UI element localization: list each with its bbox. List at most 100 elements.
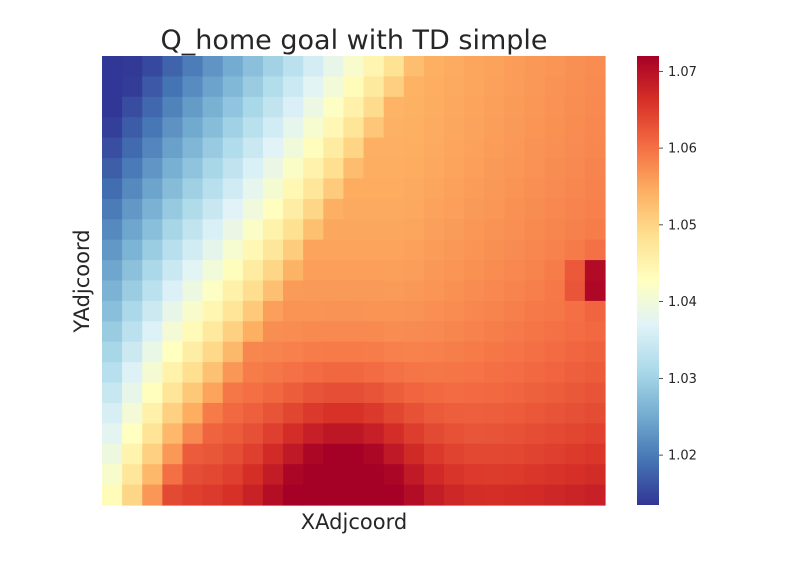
heatmap-cell — [222, 341, 244, 363]
heatmap-cell — [283, 158, 304, 180]
heatmap-cell — [142, 198, 163, 220]
heatmap-cell — [363, 300, 385, 322]
heatmap-cell — [484, 219, 505, 241]
heatmap-cell — [182, 300, 204, 322]
heatmap-cell — [182, 443, 204, 465]
heatmap-cell — [544, 56, 566, 78]
heatmap-cell — [363, 96, 385, 118]
heatmap-cell — [343, 382, 365, 404]
heatmap-cell — [262, 178, 284, 200]
heatmap-cell — [303, 402, 324, 424]
heatmap-cell — [283, 300, 304, 322]
heatmap-cell — [544, 300, 566, 322]
heatmap-cell — [383, 321, 405, 343]
heatmap-cell — [162, 117, 184, 139]
heatmap-cell — [122, 402, 143, 424]
heatmap-cell — [423, 158, 445, 180]
heatmap-cell — [102, 158, 123, 180]
heatmap-cell — [222, 198, 244, 220]
heatmap-cell — [524, 96, 546, 118]
heatmap-cell — [403, 341, 425, 363]
heatmap-cell — [524, 260, 546, 282]
heatmap-cell — [564, 117, 586, 139]
heatmap-cell — [444, 158, 465, 180]
heatmap-cell — [303, 117, 324, 139]
heatmap-cell — [464, 260, 485, 282]
heatmap-cell — [122, 443, 143, 465]
heatmap-cell — [303, 423, 324, 445]
heatmap-cell — [102, 280, 123, 302]
heatmap-cell — [283, 56, 304, 78]
heatmap-cell — [343, 117, 365, 139]
heatmap-cell — [142, 280, 163, 302]
heatmap-cell — [222, 362, 244, 384]
heatmap-cell — [363, 137, 385, 159]
heatmap-cell — [122, 341, 143, 363]
heatmap-cell — [242, 158, 264, 180]
heatmap-cell — [343, 362, 365, 384]
heatmap-cell — [102, 423, 123, 445]
heatmap-cell — [403, 178, 425, 200]
heatmap-cell — [162, 219, 184, 241]
heatmap-cell — [202, 198, 224, 220]
heatmap-cell — [544, 219, 566, 241]
heatmap-cell — [283, 362, 304, 384]
heatmap-cell — [343, 76, 365, 98]
heatmap-cell — [524, 341, 546, 363]
heatmap-cell — [584, 137, 606, 159]
heatmap-cell — [444, 443, 465, 465]
heatmap-cell — [363, 402, 385, 424]
heatmap-cell — [283, 198, 304, 220]
colorbar-tick-label: 1.04 — [668, 295, 697, 310]
heatmap-cell — [524, 423, 546, 445]
heatmap-cell — [202, 76, 224, 98]
heatmap-cell — [544, 239, 566, 261]
heatmap-cell — [262, 300, 284, 322]
heatmap-cell — [363, 76, 385, 98]
heatmap-cell — [202, 443, 224, 465]
heatmap-cell — [444, 260, 465, 282]
heatmap-cell — [423, 280, 445, 302]
heatmap-cell — [423, 117, 445, 139]
heatmap-cell — [383, 239, 405, 261]
heatmap-cell — [544, 423, 566, 445]
heatmap-cell — [122, 96, 143, 118]
colorbar-ticks: 1.02 1.03 1.04 1.05 1.06 1.07 — [659, 65, 697, 464]
heatmap-cell — [262, 96, 284, 118]
heatmap-cell — [564, 178, 586, 200]
heatmap-cell — [343, 464, 365, 486]
heatmap-cell — [222, 239, 244, 261]
heatmap-cell — [564, 321, 586, 343]
heatmap-cell — [162, 280, 184, 302]
heatmap-cell — [343, 443, 365, 465]
heatmap-cell — [484, 260, 505, 282]
heatmap-cell — [122, 300, 143, 322]
heatmap-cell — [423, 56, 445, 78]
x-axis-label: XAdjcoord — [301, 510, 407, 534]
heatmap-cell — [323, 321, 345, 343]
heatmap-cell — [262, 117, 284, 139]
heatmap-cell — [544, 198, 566, 220]
heatmap-cell — [262, 56, 284, 78]
heatmap-cell — [162, 321, 184, 343]
heatmap-cell — [323, 362, 345, 384]
heatmap-cell — [343, 260, 365, 282]
heatmap-cell — [464, 341, 485, 363]
heatmap-cell — [504, 382, 526, 404]
heatmap-cell — [222, 178, 244, 200]
heatmap-cell — [262, 484, 284, 506]
heatmap-cell — [142, 76, 163, 98]
heatmap-cell — [323, 341, 345, 363]
colorbar-tick-label: 1.06 — [668, 142, 697, 157]
heatmap-cell — [303, 158, 324, 180]
heatmap-cell — [504, 137, 526, 159]
heatmap-cell — [262, 76, 284, 98]
heatmap-cell — [584, 280, 606, 302]
heatmap-cell — [182, 464, 204, 486]
heatmap-cell — [162, 341, 184, 363]
heatmap-cell — [383, 423, 405, 445]
heatmap-cell — [202, 362, 224, 384]
heatmap-cell — [142, 117, 163, 139]
heatmap-cell — [383, 362, 405, 384]
heatmap-cell — [162, 443, 184, 465]
